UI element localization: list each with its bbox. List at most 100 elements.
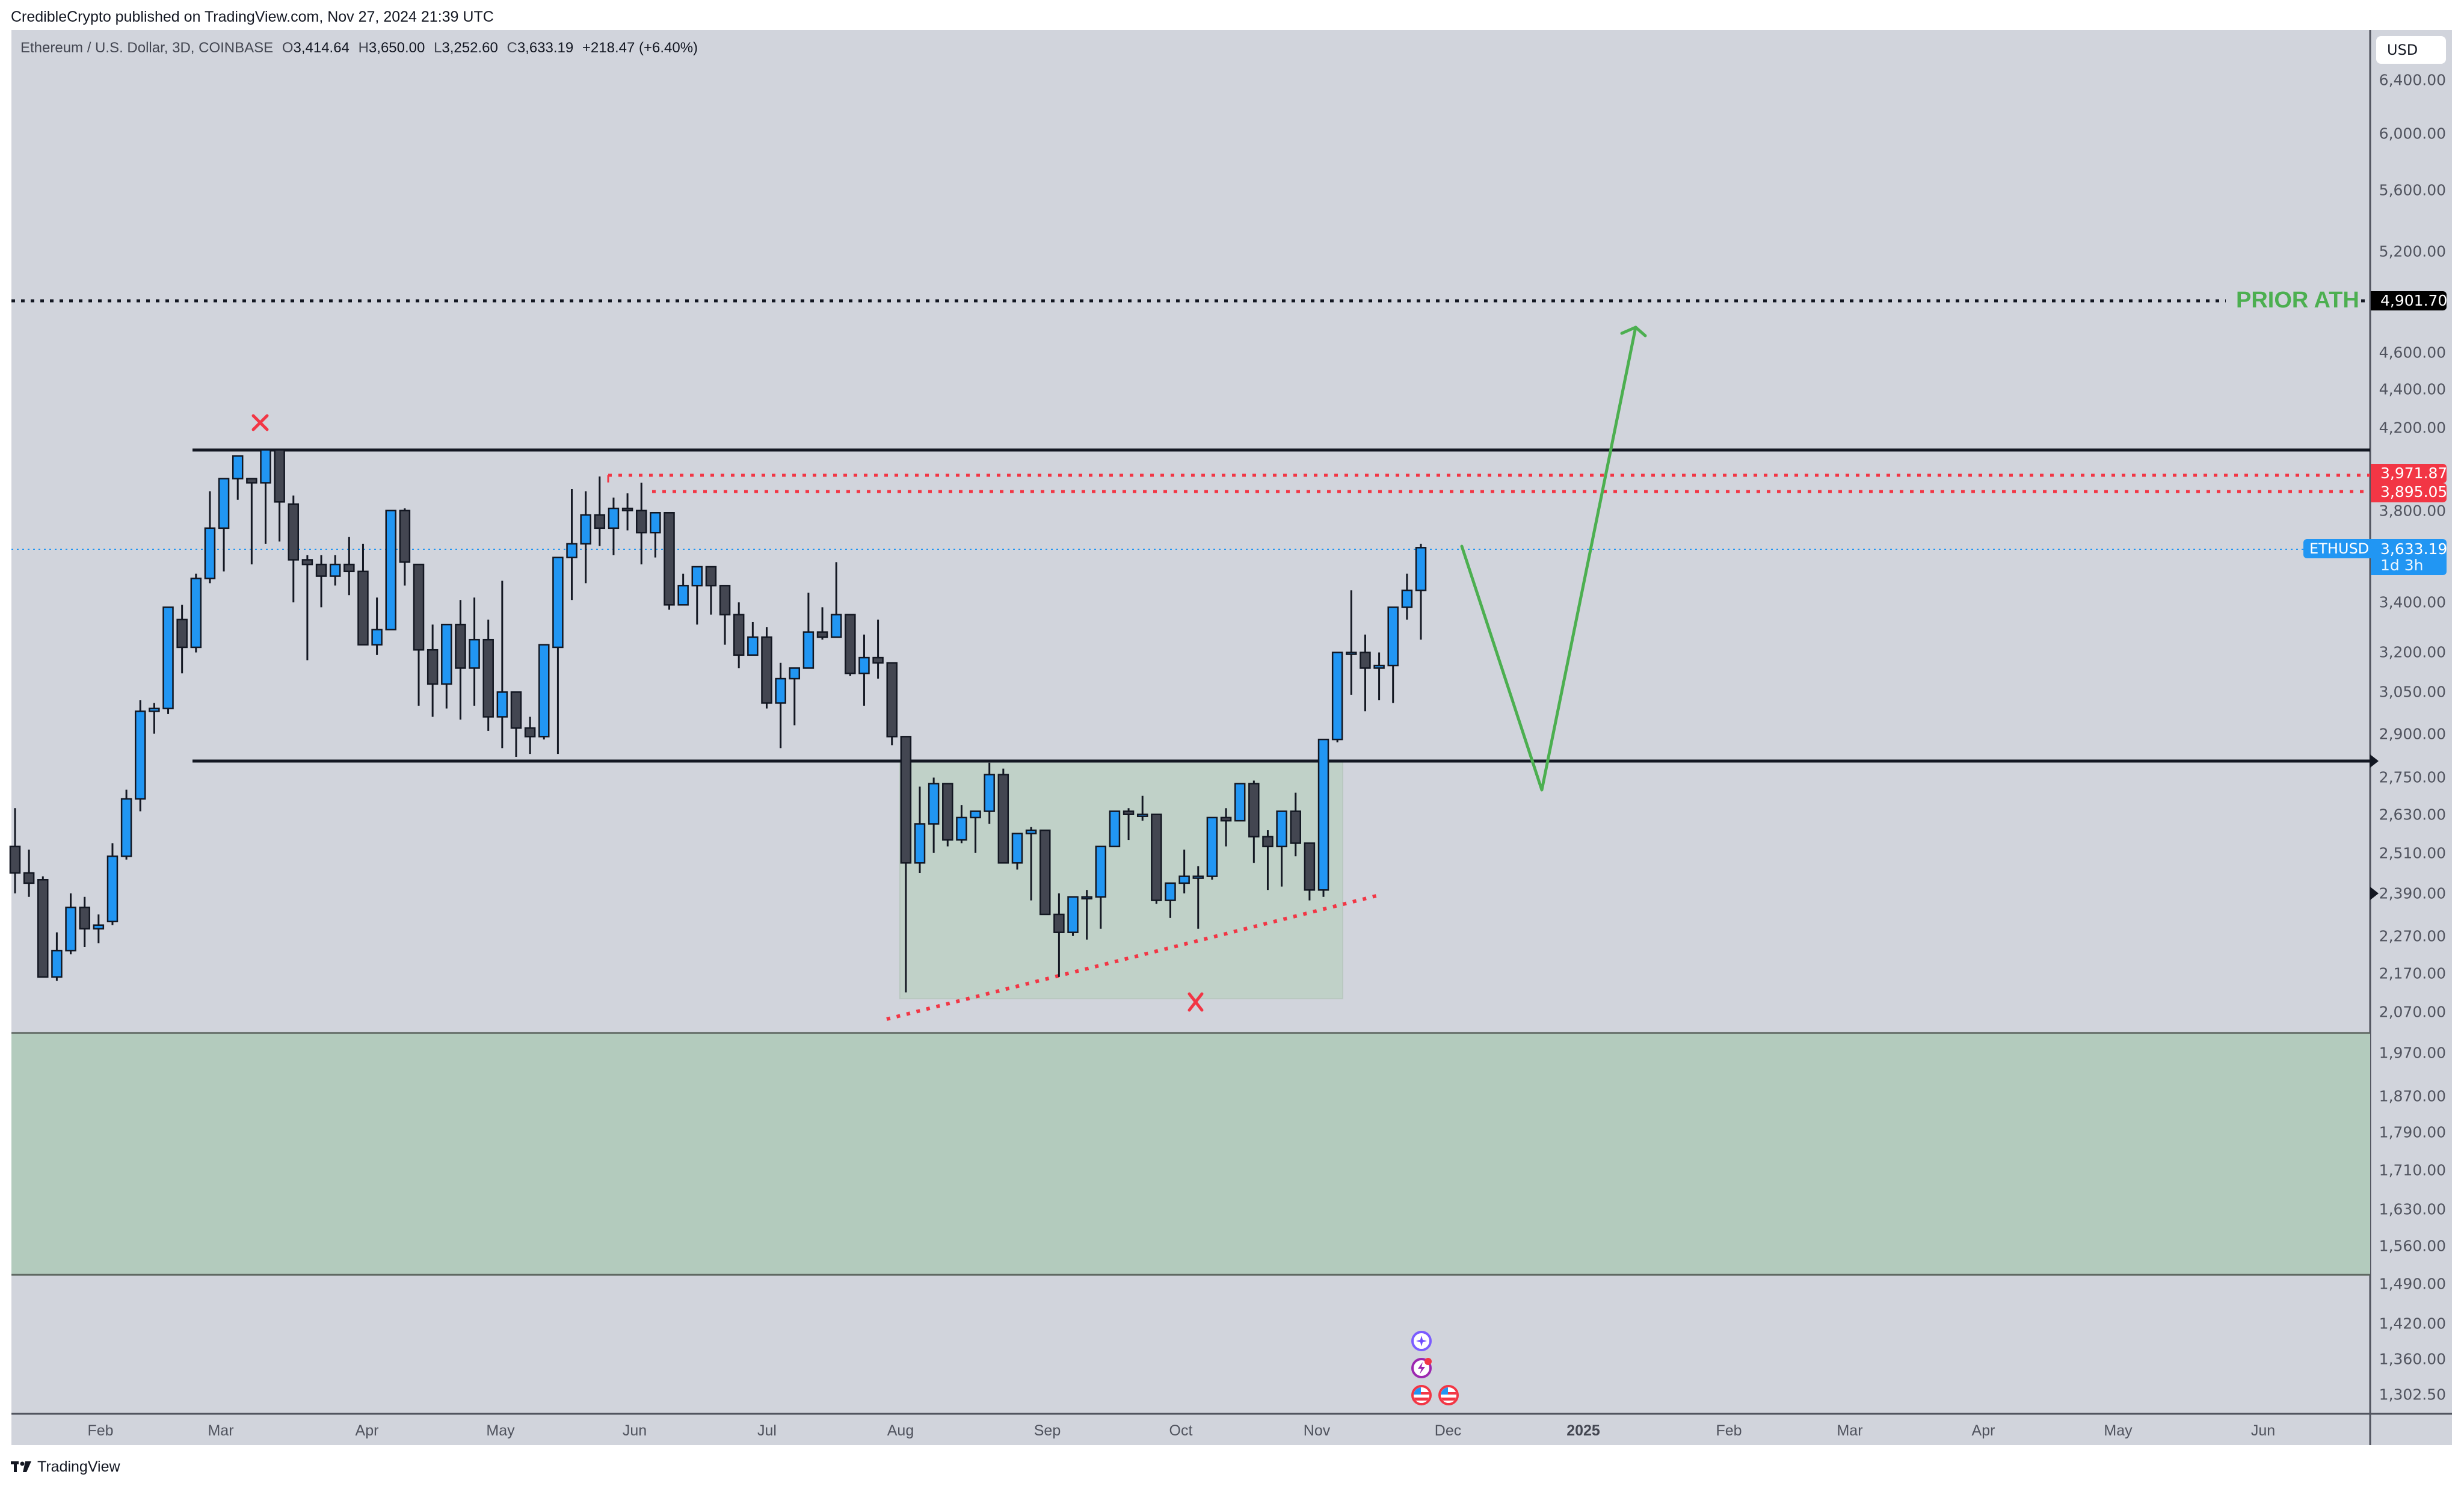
candle[interactable] [260, 449, 271, 484]
candle[interactable] [1248, 783, 1260, 837]
candle[interactable] [149, 708, 160, 712]
us-economic-event-icon-1[interactable] [1411, 1385, 1432, 1405]
candle[interactable] [1165, 882, 1176, 901]
candle[interactable] [134, 710, 146, 800]
candle[interactable] [162, 606, 174, 709]
candle[interactable] [1067, 896, 1079, 933]
candle[interactable] [23, 872, 35, 884]
candle[interactable] [580, 514, 591, 545]
candle[interactable] [524, 727, 536, 738]
candle[interactable] [510, 691, 522, 729]
candle[interactable] [1234, 783, 1246, 822]
earnings-event-icon[interactable] [1411, 1358, 1432, 1378]
candle[interactable] [371, 629, 383, 646]
rising-trendline[interactable] [886, 893, 1382, 1021]
candle[interactable] [635, 510, 647, 534]
tradingview-logo[interactable]: TradingView [11, 1458, 120, 1476]
candle[interactable] [621, 507, 633, 511]
candle[interactable] [246, 478, 257, 484]
candle[interactable] [984, 774, 995, 812]
candle[interactable] [705, 566, 717, 587]
candle[interactable] [886, 662, 898, 738]
candle[interactable] [204, 527, 216, 579]
accumulation-box[interactable] [899, 760, 1343, 999]
candle[interactable] [816, 631, 828, 638]
candle[interactable] [1025, 829, 1037, 834]
symbol-legend[interactable]: Ethereum / U.S. Dollar, 3D, COINBASE O3,… [20, 40, 698, 56]
candle[interactable] [93, 924, 105, 930]
candle[interactable] [190, 578, 202, 649]
candle[interactable] [413, 563, 425, 651]
candle[interactable] [1081, 896, 1092, 900]
candle[interactable] [176, 618, 188, 649]
candle[interactable] [1192, 875, 1204, 879]
candle[interactable] [858, 656, 870, 674]
candle[interactable] [9, 845, 21, 874]
candle[interactable] [942, 783, 953, 841]
candle[interactable] [677, 585, 689, 606]
candle[interactable] [1415, 547, 1427, 591]
candle[interactable] [1401, 590, 1413, 608]
candle[interactable] [997, 774, 1009, 864]
candle[interactable] [1220, 816, 1232, 822]
candle[interactable] [1346, 652, 1357, 655]
candle[interactable] [496, 691, 508, 718]
candle[interactable] [65, 906, 76, 952]
candle[interactable] [51, 949, 63, 978]
candle[interactable] [1109, 810, 1121, 848]
candle[interactable] [79, 906, 90, 930]
candle[interactable] [315, 563, 327, 577]
candle[interactable] [552, 556, 564, 649]
ideas-event-icon[interactable] [1411, 1331, 1432, 1351]
candle[interactable] [1011, 833, 1023, 864]
candle[interactable] [594, 514, 606, 529]
candle[interactable] [608, 507, 620, 529]
candle[interactable] [747, 636, 759, 656]
candle[interactable] [288, 503, 300, 561]
candle[interactable] [650, 512, 661, 534]
candle[interactable] [1304, 842, 1316, 891]
candle[interactable] [343, 563, 355, 573]
candle[interactable] [427, 649, 439, 685]
candle[interactable] [1317, 738, 1329, 891]
candle[interactable] [761, 636, 772, 704]
candle[interactable] [872, 656, 884, 664]
candle[interactable] [301, 559, 313, 566]
candlestick-series[interactable] [9, 449, 1427, 993]
candle[interactable] [802, 631, 815, 669]
candle[interactable] [1123, 810, 1135, 815]
candle[interactable] [789, 667, 801, 680]
candle[interactable] [845, 614, 856, 674]
candle[interactable] [914, 823, 926, 864]
candle[interactable] [482, 638, 494, 718]
candle[interactable] [900, 736, 912, 864]
candle[interactable] [1178, 875, 1190, 884]
candle[interactable] [120, 798, 132, 857]
candle[interactable] [1290, 810, 1302, 844]
candle[interactable] [1206, 816, 1218, 877]
candle[interactable] [1360, 652, 1371, 669]
candle[interactable] [1095, 845, 1107, 898]
candle[interactable] [733, 614, 745, 656]
candle[interactable] [691, 566, 703, 587]
candle[interactable] [385, 510, 396, 630]
candle[interactable] [830, 614, 842, 638]
candle[interactable] [1151, 813, 1162, 901]
candle[interactable] [106, 856, 119, 923]
candle[interactable] [775, 677, 786, 704]
demand-zone[interactable] [11, 1033, 2370, 1275]
candle[interactable] [469, 638, 480, 669]
candle[interactable] [441, 623, 452, 685]
candle[interactable] [664, 512, 675, 606]
currency-button[interactable]: USD [2376, 36, 2446, 64]
candle[interactable] [274, 449, 285, 503]
candle[interactable] [329, 563, 341, 577]
candle[interactable] [956, 816, 967, 841]
candle[interactable] [1331, 652, 1343, 741]
candle[interactable] [1373, 664, 1385, 669]
candle[interactable] [1136, 813, 1148, 817]
candle[interactable] [218, 478, 230, 529]
candle[interactable] [970, 810, 981, 819]
candle[interactable] [1262, 836, 1274, 848]
